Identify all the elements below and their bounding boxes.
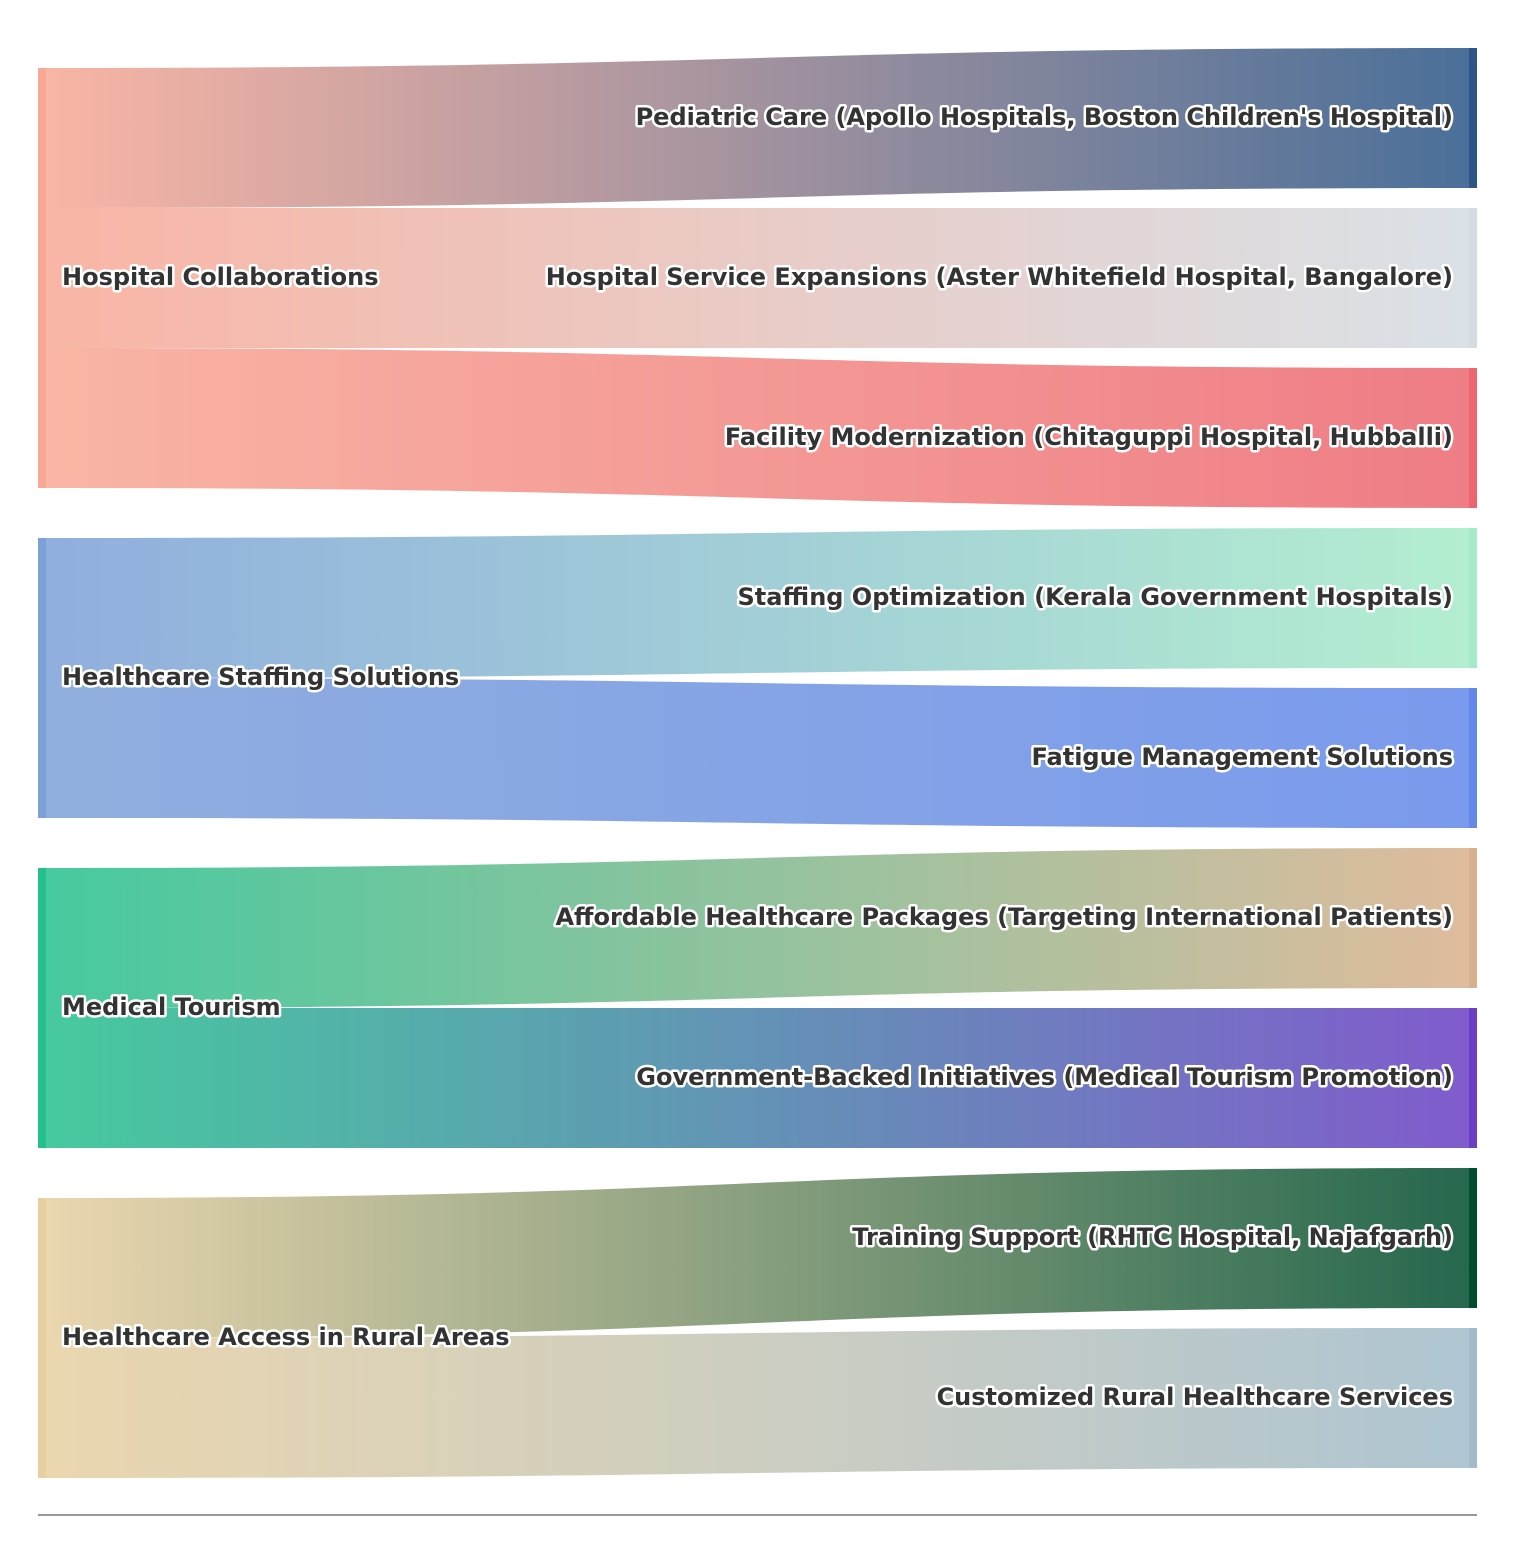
target-label-facility-modernization-chitaguppi-hospital-hubballi: Facility Modernization (Chitaguppi Hospi… [725,423,1453,451]
target-node-training-support-rhtc-hospital-najafgarh[interactable] [1469,1168,1477,1308]
target-node-fatigue-management-solutions[interactable] [1469,688,1477,828]
target-label-affordable-healthcare-packages-targeting-international-patients: Affordable Healthcare Packages (Targetin… [555,903,1453,931]
target-label-hospital-service-expansions-aster-whitefield-hospital-bangalore: Hospital Service Expansions (Aster White… [546,263,1453,291]
target-label-pediatric-care-apollo-hospitals-boston-children-s-hospital: Pediatric Care (Apollo Hospitals, Boston… [636,103,1453,131]
link-hc-to-pc[interactable] [46,48,1469,208]
source-node-hospital-collaborations[interactable] [38,68,46,488]
source-label-medical-tourism: Medical Tourism [62,993,281,1021]
target-node-hospital-service-expansions-aster-whitefield-hospital-bangalore[interactable] [1469,208,1477,348]
target-label-fatigue-management-solutions: Fatigue Management Solutions [1032,743,1453,771]
target-label-staffing-optimization-kerala-government-hospitals: Staffing Optimization (Kerala Government… [737,583,1453,611]
target-label-government-backed-initiatives-medical-tourism-promotion: Government-Backed Initiatives (Medical T… [636,1063,1453,1091]
link-mt-to-ah[interactable] [46,848,1469,1008]
labels-layer: Hospital Collaborations Healthcare Staffi… [60,101,1456,1414]
link-ra-to-cr[interactable] [46,1328,1469,1478]
target-node-staffing-optimization-kerala-government-hospitals[interactable] [1469,528,1477,668]
link-hc-to-fm[interactable] [46,348,1469,508]
link-ra-to-ts[interactable] [46,1168,1469,1338]
nodes-layer [38,48,1477,1478]
target-node-pediatric-care-apollo-hospitals-boston-children-s-hospital[interactable] [1469,48,1477,188]
source-label-hospital-collaborations: Hospital Collaborations [62,263,379,291]
target-label-customized-rural-healthcare-services: Customized Rural Healthcare Services [937,1383,1453,1411]
link-hs-to-fa[interactable] [46,678,1469,828]
links-layer [46,48,1469,1478]
link-hc-to-se[interactable] [46,208,1469,348]
target-node-affordable-healthcare-packages-targeting-international-patients[interactable] [1469,848,1477,988]
source-label-healthcare-access-in-rural-areas: Healthcare Access in Rural Areas [62,1323,509,1351]
source-label-healthcare-staffing-solutions: Healthcare Staffing Solutions [62,663,459,691]
target-node-government-backed-initiatives-medical-tourism-promotion[interactable] [1469,1008,1477,1148]
source-node-healthcare-access-in-rural-areas[interactable] [38,1198,46,1478]
target-node-customized-rural-healthcare-services[interactable] [1469,1328,1477,1468]
source-node-healthcare-staffing-solutions[interactable] [38,538,46,818]
source-node-medical-tourism[interactable] [38,868,46,1148]
target-node-facility-modernization-chitaguppi-hospital-hubballi[interactable] [1469,368,1477,508]
target-label-training-support-rhtc-hospital-najafgarh: Training Support (RHTC Hospital, Najafga… [852,1223,1453,1251]
link-hs-to-so[interactable] [46,528,1469,678]
link-mt-to-gb[interactable] [46,1008,1469,1148]
